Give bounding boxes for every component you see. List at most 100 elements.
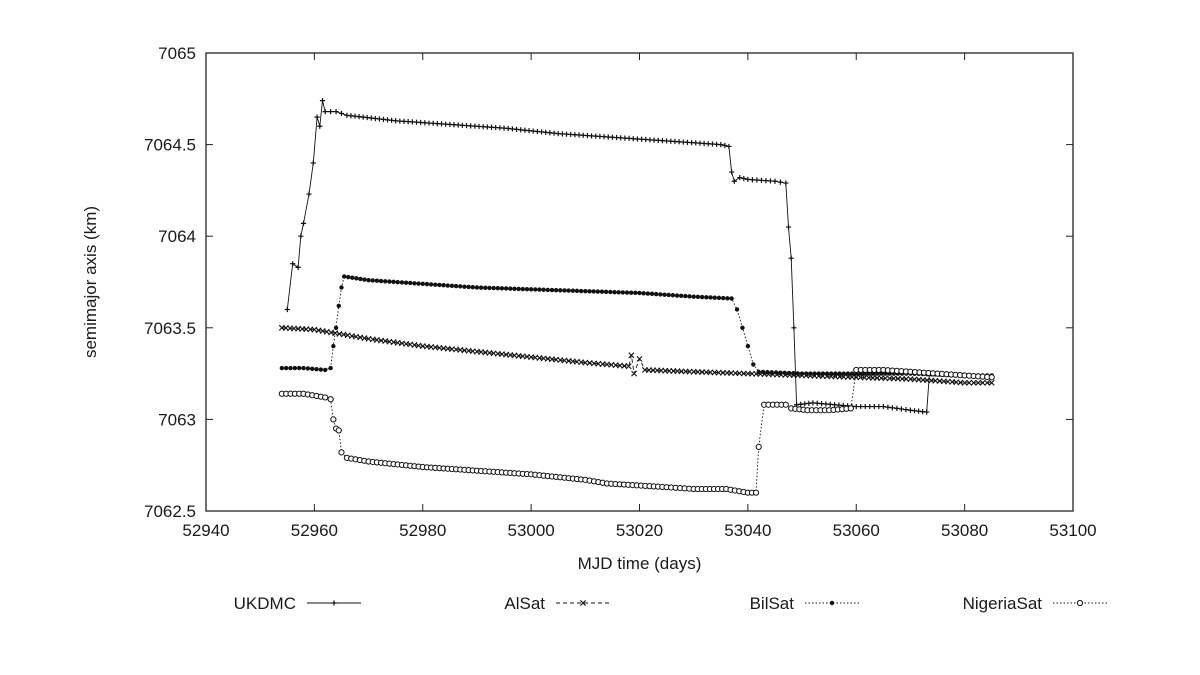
- data-point-ukdmc: [731, 178, 737, 184]
- data-point-bilsat: [453, 283, 459, 289]
- legend-label-bilsat: BilSat: [750, 594, 795, 613]
- data-point-ukdmc: [310, 160, 316, 166]
- legend-label-nigeriasat: NigeriaSat: [963, 594, 1043, 613]
- data-point-bilsat: [829, 371, 834, 376]
- data-point-bilsat: [279, 365, 285, 371]
- y-tick-label: 7063: [158, 410, 196, 429]
- data-point-nigeriasat: [330, 416, 337, 423]
- data-point-bilsat: [633, 290, 638, 296]
- data-point-ukdmc: [862, 403, 868, 410]
- data-point-ukdmc: [818, 401, 825, 407]
- data-point-ukdmc: [867, 403, 873, 410]
- data-point-nigeriasat: [335, 427, 342, 434]
- data-point-bilsat: [720, 295, 726, 301]
- data-point-bilsat: [645, 291, 651, 296]
- data-point-bilsat: [725, 296, 730, 301]
- data-point-bilsat: [708, 295, 713, 300]
- legend: UKDMC AlSat BilSat NigeriaSat: [234, 594, 1107, 613]
- data-point-bilsat: [341, 274, 347, 279]
- data-point-bilsat: [841, 371, 846, 376]
- series-nigeriasat: [278, 366, 995, 496]
- plot-frame: [205, 52, 1074, 512]
- data-point-ukdmc: [898, 406, 905, 412]
- data-point-ukdmc: [333, 109, 339, 115]
- legend-label-ukdmc: UKDMC: [234, 594, 296, 613]
- data-point-alsat: [625, 363, 632, 370]
- data-point-bilsat: [412, 281, 417, 286]
- data-point-bilsat: [346, 274, 351, 280]
- data-point-bilsat: [305, 366, 311, 371]
- data-point-bilsat: [508, 286, 513, 291]
- data-point-bilsat: [666, 292, 671, 298]
- x-tick-label: 52960: [291, 521, 338, 540]
- data-point-bilsat: [751, 362, 756, 367]
- data-point-bilsat: [499, 286, 505, 291]
- data-point-bilsat: [288, 365, 293, 371]
- data-point-ukdmc: [328, 109, 334, 115]
- data-point-bilsat: [391, 279, 396, 285]
- data-point-bilsat: [537, 287, 542, 292]
- data-point-bilsat: [483, 285, 488, 290]
- data-point-bilsat: [512, 286, 517, 291]
- data-point-bilsat: [553, 287, 559, 293]
- data-point-ukdmc: [885, 404, 891, 410]
- data-point-ukdmc: [785, 224, 792, 230]
- data-point-alsat: [975, 379, 982, 386]
- data-point-bilsat: [474, 285, 480, 290]
- data-point-ukdmc: [810, 400, 816, 406]
- data-point-ukdmc: [858, 403, 864, 410]
- data-point-bilsat: [462, 284, 467, 289]
- data-point-ukdmc: [876, 403, 882, 410]
- data-point-alsat: [636, 355, 643, 362]
- data-point-bilsat: [612, 289, 617, 295]
- data-point-nigeriasat: [752, 489, 760, 496]
- data-point-ukdmc: [290, 261, 296, 267]
- data-point-bilsat: [595, 289, 601, 294]
- data-point-bilsat: [533, 287, 538, 292]
- data-point-ukdmc: [853, 403, 859, 410]
- legend-item-bilsat: BilSat: [750, 594, 859, 613]
- data-point-bilsat: [699, 294, 705, 300]
- data-point-bilsat: [816, 371, 821, 376]
- legend-marker-alsat: [580, 600, 586, 606]
- data-point-bilsat: [549, 287, 555, 293]
- x-tick-label: 52980: [399, 521, 446, 540]
- legend-item-ukdmc: UKDMC: [234, 594, 361, 613]
- legend-marker-ukdmc: [331, 600, 337, 606]
- data-point-bilsat: [441, 283, 446, 288]
- axis-ticks: 52940 52960 52980 53000 53020 53040 53060 53080…: [144, 44, 1097, 540]
- data-point-ukdmc: [726, 143, 732, 150]
- data-point-bilsat: [339, 285, 344, 290]
- data-point-alsat: [628, 352, 635, 359]
- data-point-bilsat: [301, 365, 306, 371]
- data-point-bilsat: [370, 278, 375, 283]
- data-point-bilsat: [408, 280, 413, 286]
- data-point-bilsat: [765, 369, 770, 375]
- data-point-bilsat: [616, 290, 621, 295]
- data-point-bilsat: [833, 371, 838, 376]
- data-point-bilsat: [558, 288, 563, 293]
- data-point-bilsat: [756, 369, 761, 374]
- data-point-ukdmc: [338, 110, 345, 117]
- data-point-ukdmc: [306, 191, 312, 197]
- data-point-bilsat: [520, 286, 525, 292]
- data-point-nigeriasat: [322, 394, 329, 401]
- x-tick-label: 52940: [182, 521, 229, 540]
- data-point-bilsat: [812, 371, 817, 376]
- data-point-bilsat: [354, 276, 359, 281]
- legend-label-alsat: AlSat: [504, 594, 545, 613]
- data-point-nigeriasat: [847, 405, 854, 412]
- data-point-bilsat: [795, 371, 800, 376]
- x-axis-title: MJD time (days): [578, 554, 702, 573]
- data-point-ukdmc: [317, 123, 323, 129]
- data-point-ukdmc: [754, 177, 760, 183]
- data-point-bilsat: [403, 280, 409, 285]
- data-point-bilsat: [678, 293, 684, 299]
- data-point-bilsat: [310, 366, 315, 372]
- data-point-bilsat: [437, 282, 442, 288]
- data-point-bilsat: [366, 277, 371, 283]
- data-point-bilsat: [362, 277, 367, 282]
- data-point-bilsat: [804, 371, 809, 376]
- data-point-ukdmc: [831, 402, 838, 408]
- data-point-alsat: [970, 379, 977, 386]
